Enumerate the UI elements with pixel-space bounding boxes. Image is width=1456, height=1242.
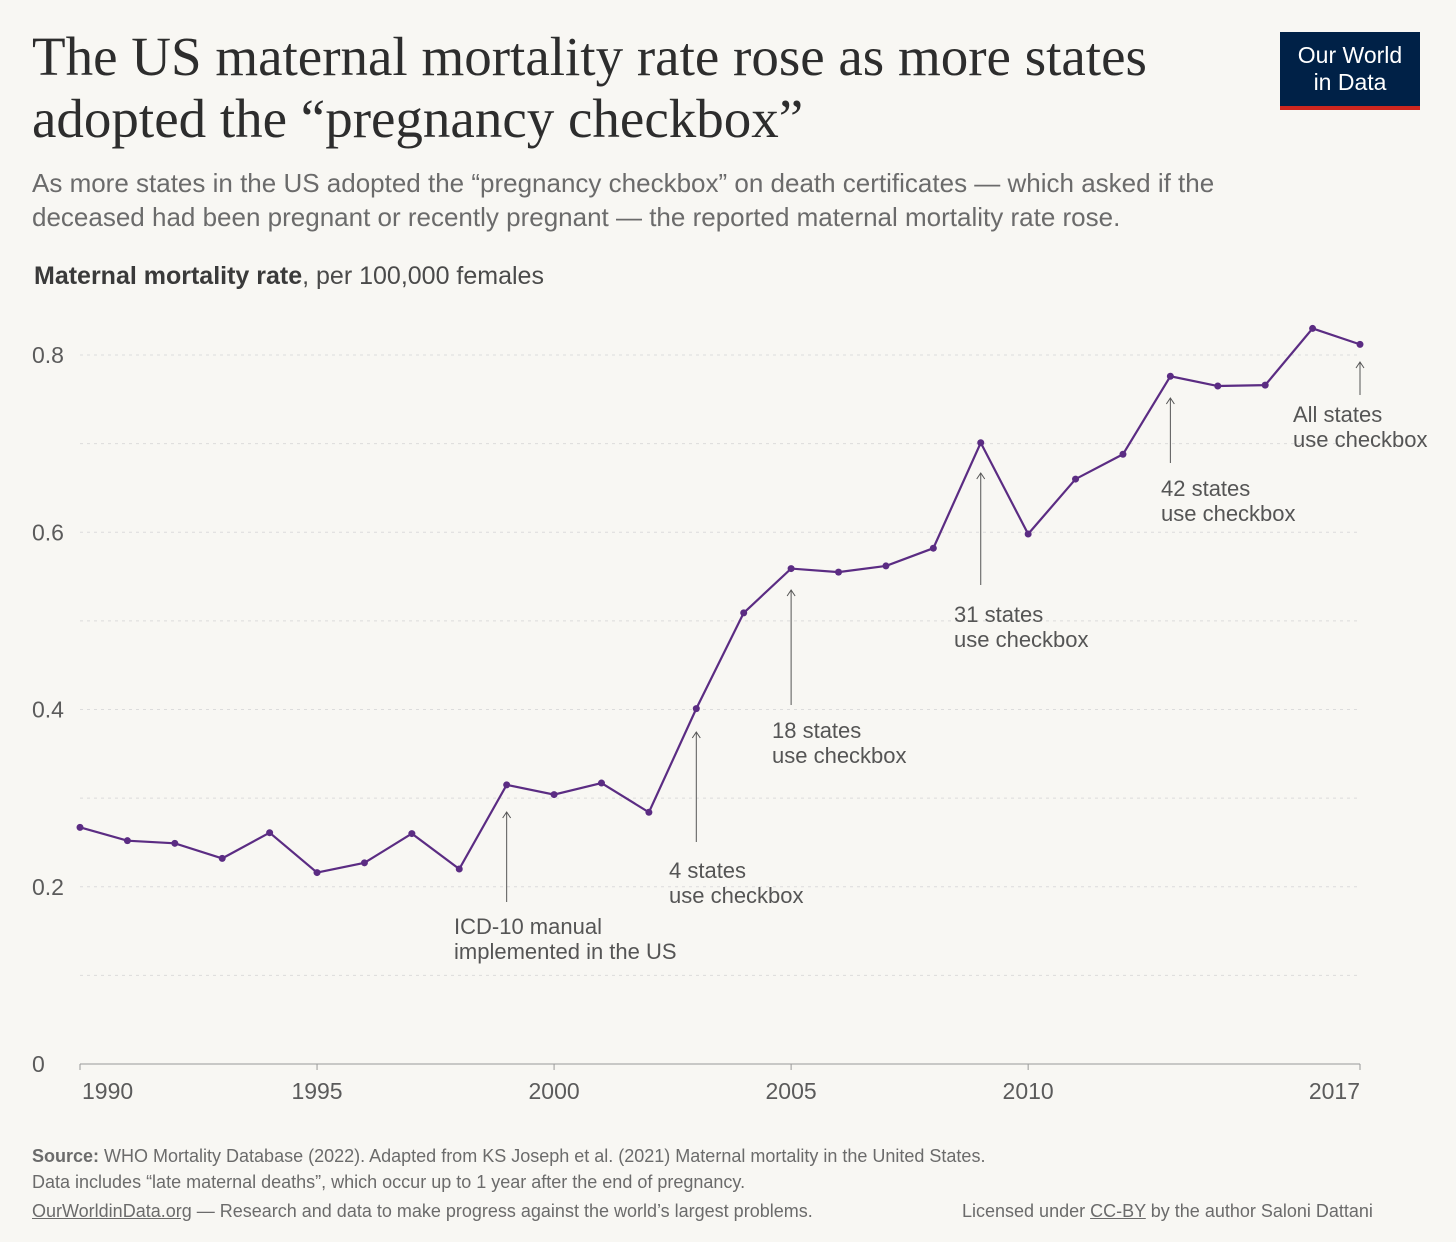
data-point (408, 830, 416, 838)
data-point (550, 791, 558, 799)
arrowhead-icon (976, 472, 986, 480)
data-point (1309, 324, 1317, 332)
data-point (1166, 372, 1174, 380)
arrowhead-icon (786, 589, 796, 597)
annotation-label: All states (1293, 402, 1382, 427)
annotation-label: use checkbox (1293, 427, 1428, 452)
data-point (882, 562, 890, 570)
annotation-label: use checkbox (1161, 501, 1296, 526)
annotation-label: 42 states (1161, 476, 1250, 501)
data-point (597, 779, 605, 787)
license-link[interactable]: CC-BY (1090, 1201, 1146, 1221)
arrowhead-icon (691, 731, 701, 739)
data-point (1356, 340, 1364, 348)
y-axis-label: Maternal mortality rate, per 100,000 fem… (34, 262, 544, 291)
data-point (1261, 381, 1269, 389)
y-tick-label: 0.8 (32, 342, 64, 368)
x-tick-label: 2000 (528, 1078, 579, 1104)
data-point (360, 859, 368, 867)
data-point (455, 865, 463, 873)
y-tick-label: 0.2 (32, 874, 64, 900)
y-axis-label-bold: Maternal mortality rate (34, 262, 303, 290)
license-pre: Licensed under (962, 1201, 1091, 1221)
annotation-label: implemented in the US (454, 939, 677, 964)
data-point (503, 781, 511, 789)
data-point (835, 568, 843, 576)
data-point (218, 854, 226, 862)
x-tick-label: 1995 (291, 1078, 342, 1104)
arrowhead-icon (1165, 397, 1175, 405)
annotation-label: 31 states (954, 602, 1043, 627)
data-point (1214, 382, 1222, 390)
logo-line-2: in Data (1313, 69, 1387, 95)
chart-title: The US maternal mortality rate rose as m… (32, 26, 1147, 149)
site-line: OurWorldinData.org — Research and data t… (32, 1201, 813, 1222)
y-tick-label: 0.4 (32, 697, 64, 723)
data-point (740, 609, 748, 617)
data-point (929, 544, 937, 552)
arrowhead-icon (1355, 361, 1365, 369)
arrowhead-icon (502, 811, 512, 819)
data-point (123, 837, 131, 845)
data-point (1119, 450, 1127, 458)
data-point (76, 823, 84, 831)
x-tick-label: 2010 (1003, 1078, 1054, 1104)
y-axis-label-unit: , per 100,000 females (302, 262, 544, 290)
annotation-label: 18 states (772, 718, 861, 743)
annotation-label: use checkbox (954, 627, 1089, 652)
annotation-label: ICD-10 manual (454, 914, 602, 939)
annotation-label: use checkbox (669, 883, 804, 908)
y-tick-label: 0.6 (32, 519, 64, 545)
license-post: by the author Saloni Dattani (1145, 1201, 1373, 1221)
annotation-label: 4 states (669, 858, 746, 883)
data-note: Data includes “late maternal deaths”, wh… (32, 1172, 746, 1192)
site-link[interactable]: OurWorldinData.org (32, 1201, 192, 1221)
logo-line-1: Our World (1297, 42, 1403, 68)
data-point (266, 829, 274, 837)
chart-subtitle: As more states in the US adopted the “pr… (32, 168, 1215, 232)
data-point (171, 839, 179, 847)
x-tick-label: 2005 (766, 1078, 817, 1104)
source-label: Source: (32, 1146, 100, 1166)
data-point (1024, 530, 1032, 538)
x-tick-label: 1990 (82, 1078, 133, 1104)
y-tick-label: 0 (32, 1051, 45, 1077)
x-tick-label: 2017 (1309, 1078, 1360, 1104)
data-point (1072, 475, 1080, 483)
data-point (692, 705, 700, 713)
license-line: Licensed under CC-BY by the author Salon… (962, 1201, 1373, 1222)
owid-logo[interactable]: Our World in Data (1280, 32, 1420, 110)
data-point (787, 565, 795, 573)
data-point (977, 439, 985, 447)
source-text: WHO Mortality Database (2022). Adapted f… (99, 1146, 986, 1166)
annotation-label: use checkbox (772, 743, 907, 768)
source-note: Source: WHO Mortality Database (2022). A… (32, 1146, 985, 1167)
data-point (313, 869, 321, 877)
data-point (645, 808, 653, 816)
site-text: — Research and data to make progress aga… (191, 1201, 813, 1221)
series-line (79, 327, 1361, 874)
